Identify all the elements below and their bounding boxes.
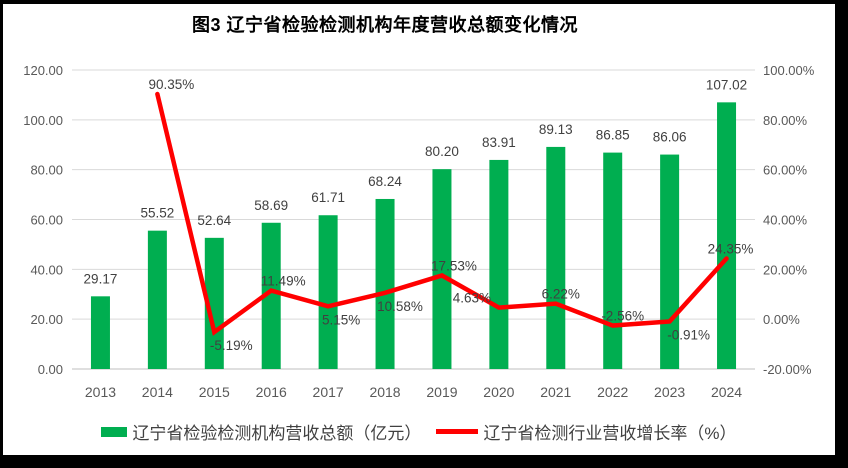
bar-2018: [375, 198, 395, 369]
bar-label-2021: 89.13: [539, 122, 573, 137]
x-axis-label-2016: 2016: [256, 384, 287, 400]
bar-2013: [90, 296, 110, 369]
bar-label-2019: 80.20: [425, 144, 459, 159]
left-axis-tick: 80.00: [30, 163, 63, 178]
x-axis-label-2024: 2024: [711, 384, 742, 400]
line-label-2016: 11.49%: [261, 274, 306, 289]
bar-label-2023: 86.06: [653, 130, 687, 145]
x-axis-label-2018: 2018: [369, 384, 400, 400]
chart-title: 图3 辽宁省检验检测机构年度营收总额变化情况: [191, 15, 578, 35]
line-label-2018: 10.58%: [377, 299, 423, 314]
bar-2017: [318, 215, 338, 369]
left-axis-tick: 0.00: [38, 362, 63, 377]
right-axis-tick: -20.00%: [763, 362, 812, 377]
bar-label-2024: 107.02: [706, 77, 747, 92]
x-axis-label-2022: 2022: [597, 384, 628, 400]
bar-2014: [147, 230, 167, 369]
bar-2020: [489, 159, 509, 369]
legend-item-bar-series: 辽宁省检验检测机构营收总额（亿元）: [101, 419, 421, 444]
line-label-2019: 17.53%: [431, 258, 477, 273]
bar-label-2018: 68.24: [368, 174, 402, 189]
bar-2016: [261, 222, 281, 369]
line-label-2014: 90.35%: [148, 77, 194, 92]
bar-label-2020: 83.91: [482, 135, 516, 150]
left-axis-tick: 60.00: [30, 213, 63, 228]
right-axis-tick: 40.00%: [763, 213, 808, 228]
bar-label-2017: 61.71: [311, 190, 345, 205]
x-axis-label-2021: 2021: [540, 384, 571, 400]
x-axis-label-2014: 2014: [142, 384, 173, 400]
left-axis-tick: 40.00: [30, 262, 63, 277]
bar-label-2022: 86.85: [596, 128, 630, 143]
x-axis-label-2020: 2020: [483, 384, 514, 400]
left-axis-tick: 120.00: [23, 63, 63, 78]
right-axis-tick: 80.00%: [763, 113, 808, 128]
x-axis-label-2023: 2023: [654, 384, 685, 400]
right-axis-tick: 100.00%: [763, 63, 815, 78]
line-label-2024: 24.35%: [708, 241, 754, 256]
legend: 辽宁省检验检测机构营收总额（亿元） 辽宁省检测行业营收增长率（%）: [3, 419, 835, 444]
bar-label-2016: 58.69: [254, 198, 288, 213]
x-axis-label-2013: 2013: [85, 384, 116, 400]
x-axis-label-2019: 2019: [426, 384, 457, 400]
line-label-2020: 4.63%: [453, 291, 491, 306]
chart-canvas: [3, 4, 835, 455]
left-axis-tick: 20.00: [30, 312, 63, 327]
right-axis-tick: 20.00%: [763, 262, 808, 277]
bar-label-2013: 29.17: [84, 271, 118, 286]
left-axis-tick: 100.00: [23, 113, 63, 128]
legend-item-line-series: 辽宁省检测行业营收增长率（%）: [436, 419, 737, 444]
line-label-2022: -2.56%: [601, 309, 644, 324]
bar-label-2014: 55.52: [140, 206, 174, 221]
bar-2015: [204, 237, 224, 369]
line-label-2017: 5.15%: [322, 312, 360, 327]
line-label-2023: -0.91%: [667, 327, 710, 342]
bar-series-label: 辽宁省检验检测机构营收总额（亿元）: [132, 424, 422, 443]
right-axis-tick: 0.00%: [763, 312, 800, 327]
line-label-2021: 6.22%: [542, 287, 580, 302]
line-series-label: 辽宁省检测行业营收增长率（%）: [483, 424, 737, 443]
line-label-2015: -5.19%: [210, 338, 253, 353]
right-axis-tick: 60.00%: [763, 163, 808, 178]
line-series-swatch: [436, 429, 479, 434]
bar-label-2015: 52.64: [197, 213, 231, 228]
bar-2024: [717, 102, 737, 370]
bar-series-swatch: [101, 426, 128, 437]
x-axis-label-2015: 2015: [199, 384, 230, 400]
x-axis-label-2017: 2017: [313, 384, 344, 400]
bar-2022: [603, 152, 623, 369]
bar-2019: [432, 169, 452, 369]
bar-2021: [546, 146, 566, 369]
growth-rate-line: [155, 91, 729, 336]
